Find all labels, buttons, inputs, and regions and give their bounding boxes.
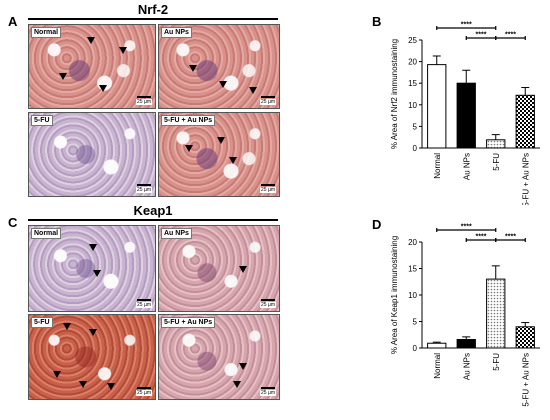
section-title-underline [28,219,278,221]
arrow-icon [185,145,193,152]
significance-label: **** [476,234,487,241]
x-tick-label: Au NPs [462,153,471,180]
y-tick-label: 10 [408,291,417,300]
micrograph-label: Normal [31,228,62,239]
scale-label: 25 µm [136,390,152,396]
significance-label: **** [476,32,487,39]
significance-label: **** [505,234,516,241]
arrow-icon [229,157,237,164]
scale-label: 25 µm [260,390,276,396]
panel-letter-c: C [8,215,18,230]
y-tick-label: 15 [408,79,417,88]
arrow-icon [99,85,107,92]
significance-label: **** [461,22,472,29]
scale-label: 25 µm [136,187,152,193]
y-tick-label: 25 [408,36,417,45]
micrograph-keap1-5fu-au-nps: 5-FU + Au NPs 25 µm [158,314,280,400]
bar [427,64,447,149]
scale-label: 25 µm [136,302,152,308]
scale-label: 25 µm [136,99,152,105]
bar [515,94,535,149]
arrow-icon [189,65,197,72]
y-axis-label: % Area of Nrf2 immunostaining [390,39,399,149]
micrograph-keap1-au-nps: Au NPs 25 µm [158,225,280,312]
micrograph-label: Au NPs [161,27,192,38]
x-tick-label: 5-FU + Au NPs [521,353,530,407]
arrow-icon [239,363,247,370]
arrow-icon [79,381,87,388]
micrograph-nrf2-5fu-au-nps: 5-FU + Au NPs 25 µm [158,112,280,197]
micrograph-keap1-normal: Normal 25 µm [28,225,156,312]
arrow-icon [89,244,97,251]
arrow-icon [217,137,225,144]
section-title-nrf2: Nrf-2 [137,2,169,17]
micrograph-nrf2-5fu: 5-FU 25 µm [28,112,156,197]
significance-label: **** [461,224,472,231]
chart-keap1: 0 5 10 15 20 % Area of Keap1 immunostaining No… [390,224,540,407]
bar [486,278,506,349]
y-tick-label: 0 [413,144,418,153]
panel-letter-b: B [372,14,382,29]
x-tick-label: 5-FU [492,153,501,171]
arrow-icon [249,87,257,94]
arrow-icon [63,323,71,330]
micrograph-nrf2-normal: Normal 25 µm [28,24,156,109]
scale-label: 25 µm [260,187,276,193]
micrograph-label: 5-FU + Au NPs [161,317,216,328]
micrograph-label: 5-FU + Au NPs [161,115,216,126]
chart-nrf2: 0 5 10 15 20 25 % Area of Nrf2 immunostaining N… [390,22,540,205]
scale-bar [137,96,151,98]
arrow-icon [233,381,241,388]
arrow-icon [107,383,115,390]
arrow-icon [89,329,97,336]
x-tick-label: Normal [433,353,442,379]
scale-bar [261,96,275,98]
scale-bar [137,299,151,301]
micrograph-label: Normal [31,27,62,38]
micrograph-label: 5-FU [31,115,53,126]
scale-bar [137,184,151,186]
section-title-keap1: Keap1 [133,203,173,218]
scale-label: 25 µm [260,99,276,105]
section-title-underline [28,18,278,20]
y-tick-label: 20 [408,238,417,247]
bar [515,326,535,349]
x-tick-label: Au NPs [462,353,471,380]
x-tick-label: Normal [433,153,442,179]
scale-bar [137,387,151,389]
arrow-icon [53,371,61,378]
scale-bar [261,387,275,389]
bar [456,82,476,149]
bar [456,339,476,349]
scale-bar [261,299,275,301]
x-tick-label: 5-FU + Au NPs [521,153,530,205]
y-tick-label: 10 [408,101,417,110]
micrograph-label: Au NPs [161,228,192,239]
scale-bar [261,184,275,186]
y-tick-label: 0 [413,344,418,353]
y-axis-label: % Area of Keap1 immunostaining [390,236,399,354]
panel-letter-d: D [372,217,382,232]
micrograph-label: 5-FU [31,317,53,328]
bar [427,342,447,349]
y-tick-label: 20 [408,58,417,67]
significance-label: **** [505,32,516,39]
y-tick-label: 5 [413,122,418,131]
arrow-icon [87,37,95,44]
arrow-icon [219,81,227,88]
panel-letter-a: A [8,14,18,29]
x-tick-label: 5-FU [492,353,501,371]
arrow-icon [93,270,101,277]
arrow-icon [239,266,247,273]
arrow-icon [119,47,127,54]
bar [486,139,506,149]
micrograph-nrf2-au-nps: Au NPs 25 µm [158,24,280,109]
micrograph-keap1-5fu: 5-FU 25 µm [28,314,156,400]
arrow-icon [59,73,67,80]
y-tick-label: 15 [408,265,417,274]
y-tick-label: 5 [413,318,418,327]
scale-label: 25 µm [260,302,276,308]
